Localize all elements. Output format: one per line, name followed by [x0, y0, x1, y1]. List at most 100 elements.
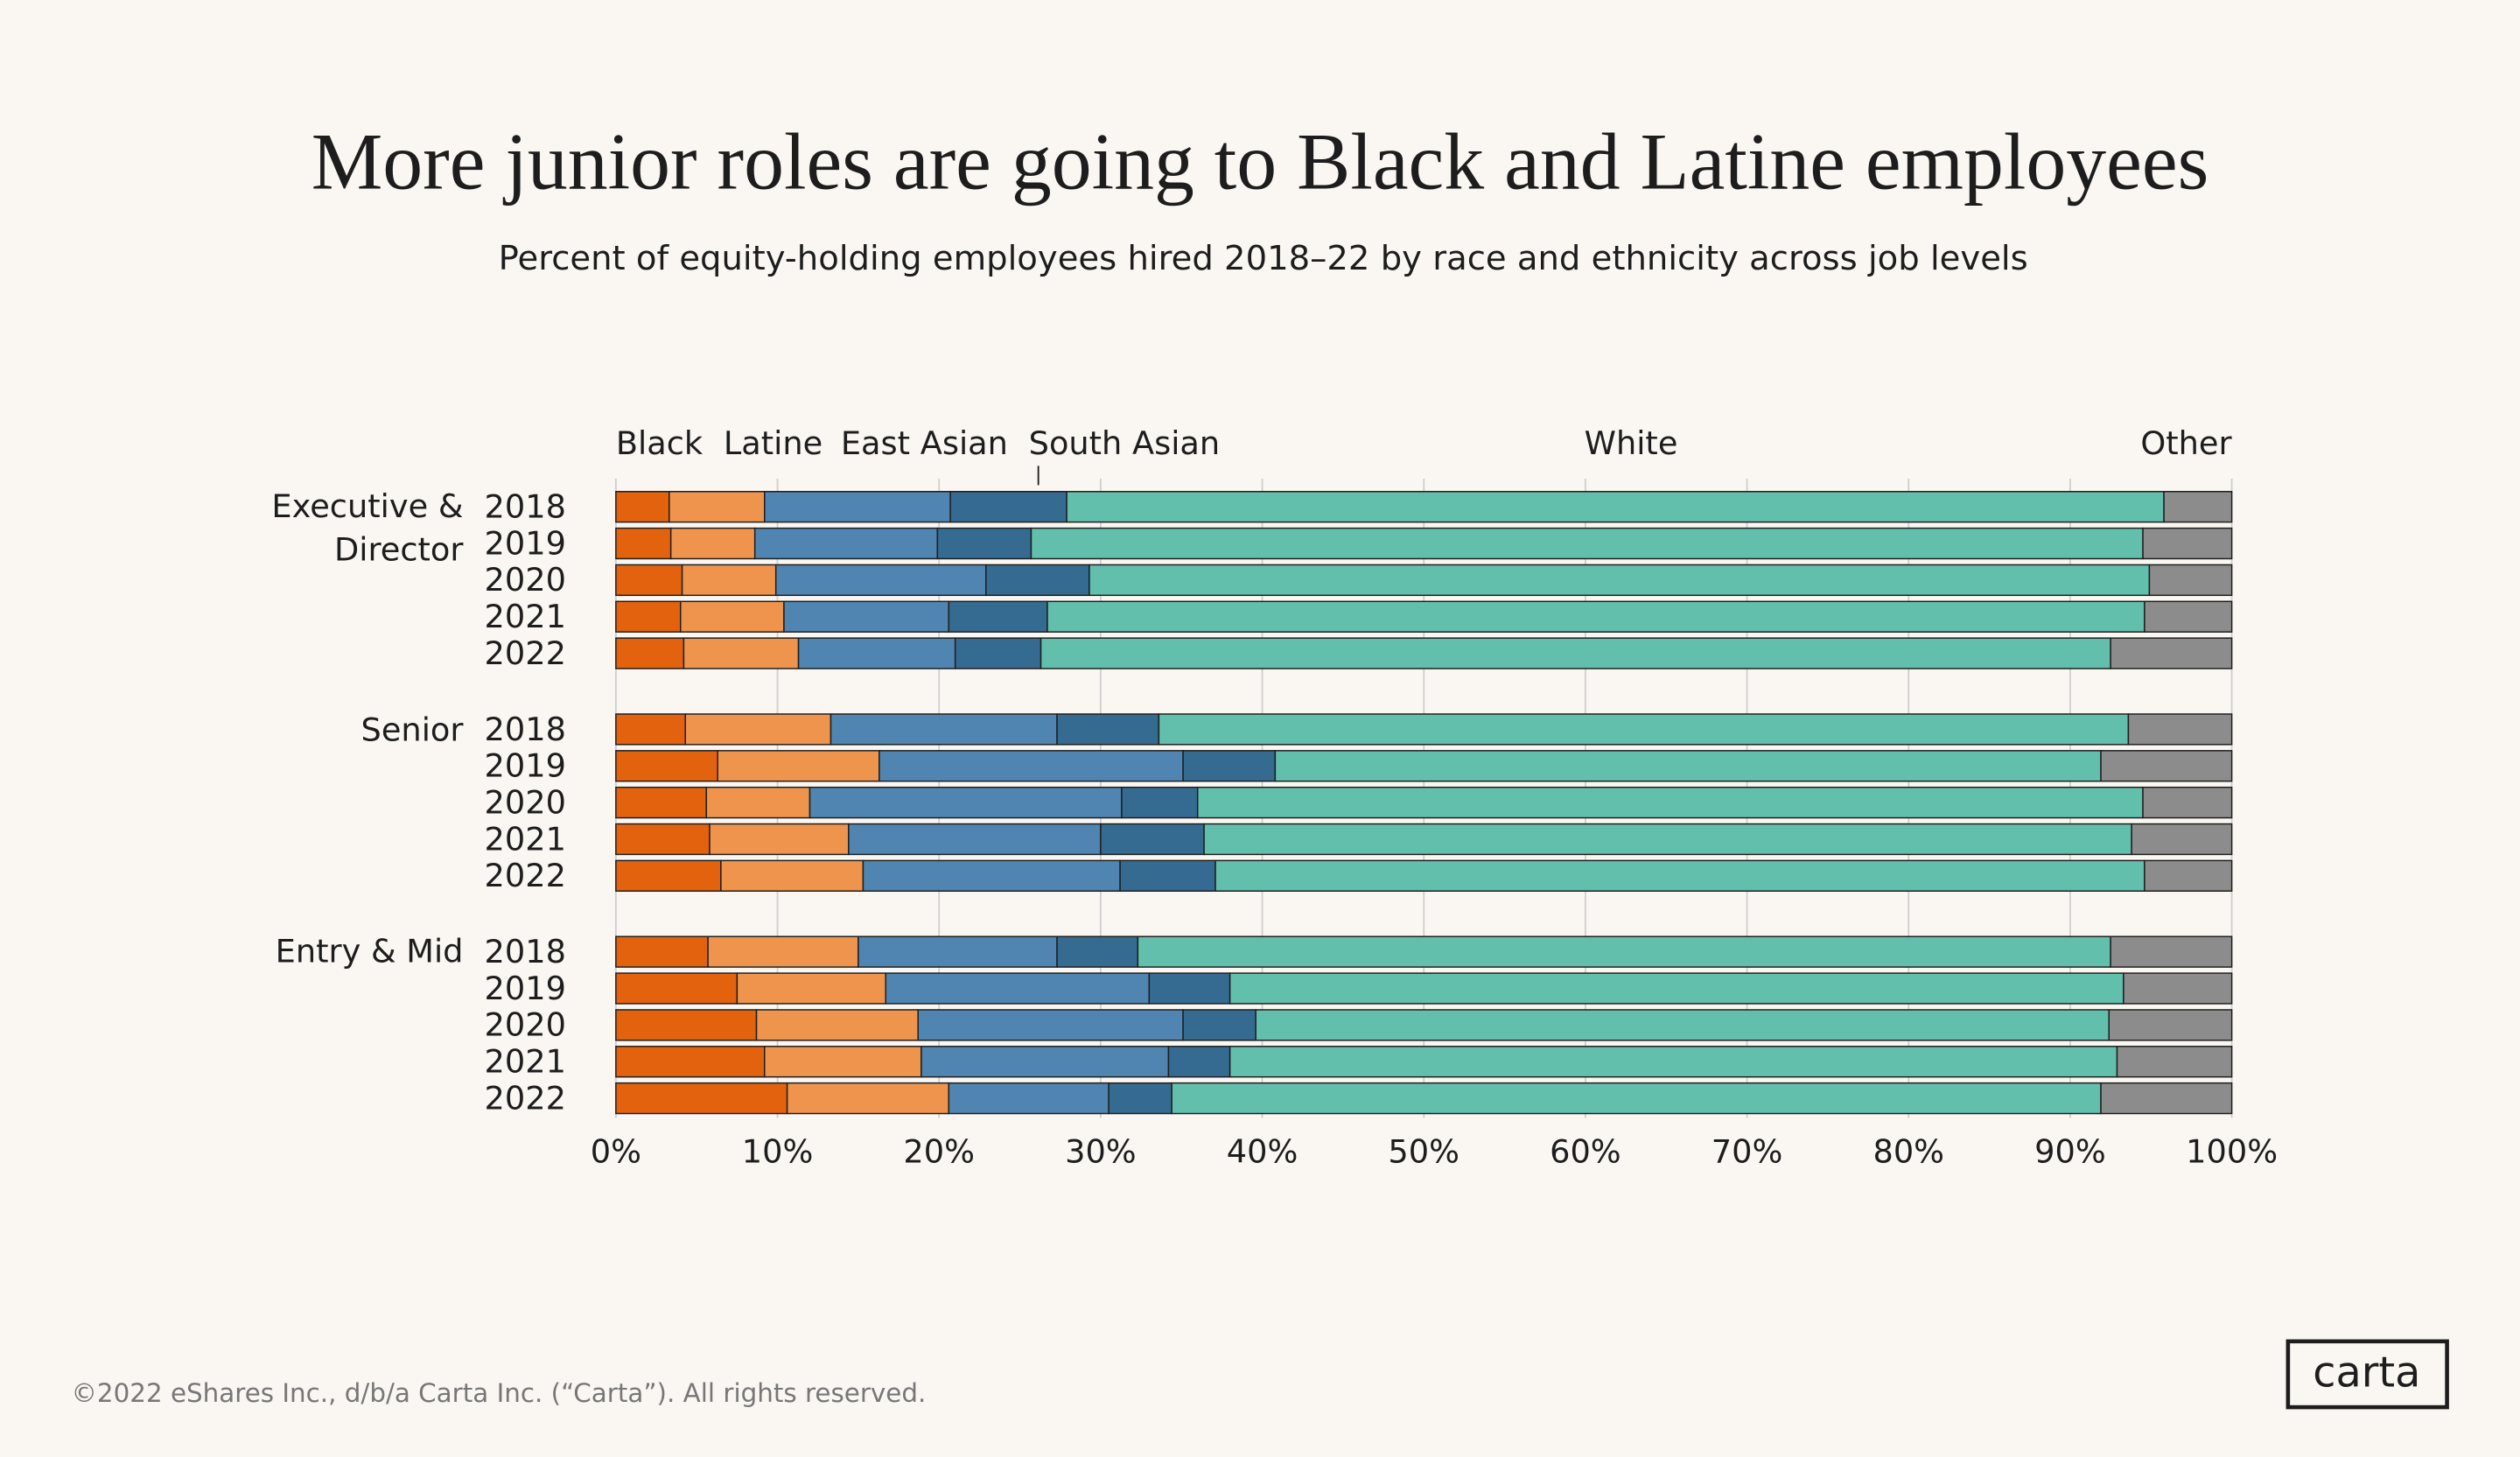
- bar-segment: [2100, 1082, 2233, 1115]
- bar-segment: [1056, 713, 1160, 746]
- y-tick-label: 2022: [485, 634, 566, 672]
- bar-segment: [668, 490, 766, 523]
- bar-segment: [615, 713, 687, 746]
- x-tick-label: 70%: [1712, 1133, 1783, 1171]
- bar-segment: [948, 1082, 1110, 1115]
- legend-label: Latine: [724, 424, 822, 462]
- bar-segment: [615, 637, 685, 669]
- bar-segment: [615, 490, 670, 523]
- bar-segment: [797, 637, 956, 669]
- bar-segment: [830, 713, 1058, 746]
- x-tick-label: 50%: [1388, 1133, 1460, 1171]
- bar-segment: [615, 564, 683, 597]
- legend-label: White: [1585, 424, 1678, 462]
- bar-segment: [2110, 935, 2233, 968]
- bar-segment: [1274, 750, 2102, 782]
- bar-segment: [753, 527, 939, 560]
- bar-segment: [720, 859, 864, 893]
- bar-segment: [1148, 972, 1231, 1005]
- bar-segment: [2144, 600, 2233, 633]
- bar-segment: [682, 637, 800, 669]
- bar-segment: [985, 564, 1090, 597]
- chart-subtitle: Percent of equity-holding employees hire…: [499, 239, 2028, 278]
- bar-segment: [681, 564, 777, 597]
- bar-segment: [1088, 564, 2151, 597]
- bar-segment: [615, 859, 722, 893]
- y-tick-label: 2021: [485, 598, 566, 635]
- bar-segment: [1255, 1009, 2110, 1041]
- bar-segment: [669, 527, 756, 560]
- bar-segment: [707, 935, 859, 968]
- bar-segment: [2142, 786, 2233, 819]
- x-tick-label: 10%: [742, 1133, 814, 1171]
- bar-segment: [1066, 490, 2165, 523]
- group-label: Executive & Director: [271, 487, 464, 569]
- bar-segment: [1040, 637, 2111, 669]
- bar-segment: [1108, 1082, 1172, 1115]
- group-label: Senior: [360, 709, 464, 748]
- group-label: Entry & Mid: [275, 931, 464, 970]
- bar-segment: [615, 527, 672, 560]
- bar-segment: [786, 1082, 950, 1115]
- bar-segment: [2116, 1046, 2233, 1078]
- bar-segment: [2127, 713, 2233, 746]
- bar-segment: [2142, 527, 2233, 560]
- legend-label: East Asian: [841, 424, 1008, 462]
- bar-segment: [615, 786, 708, 819]
- footer: ©2022 eShares Inc., d/b/a Carta Inc. (“C…: [72, 1378, 927, 1408]
- bar-segment: [684, 713, 832, 746]
- bar-segment: [2123, 972, 2233, 1005]
- bar-segment: [878, 750, 1184, 782]
- bar-segment: [1121, 786, 1199, 819]
- x-tick-label: 40%: [1227, 1133, 1298, 1171]
- bar-segment: [948, 600, 1048, 633]
- bar-segment: [848, 823, 1102, 856]
- bar-segment: [615, 600, 682, 633]
- bar-segment: [2110, 637, 2233, 669]
- bar-segment: [858, 935, 1058, 968]
- y-tick-label: 2018: [485, 933, 566, 970]
- bar-segment: [1182, 750, 1277, 782]
- bar-segment: [808, 786, 1123, 819]
- bar-segment: [1100, 823, 1205, 856]
- x-tick-label: 80%: [1872, 1133, 1944, 1171]
- y-tick-label: 2021: [485, 1043, 566, 1081]
- bar-segment: [774, 564, 987, 597]
- bar-segment: [615, 823, 710, 856]
- bar-segment: [1196, 786, 2144, 819]
- y-tick-label: 2022: [485, 1079, 566, 1117]
- x-tick-label: 0%: [591, 1133, 641, 1171]
- bar-segment: [615, 1009, 758, 1041]
- bar-segment: [1056, 935, 1139, 968]
- bar-segment: [1119, 859, 1216, 893]
- bar-segment: [2163, 490, 2233, 523]
- bar-segment: [615, 1046, 766, 1078]
- group-label-box: Senior: [360, 709, 464, 748]
- legend-label: Other: [2140, 424, 2232, 462]
- bar-segment: [862, 859, 1121, 893]
- y-tick-label: 2018: [485, 488, 566, 526]
- bar-segment: [1214, 859, 2146, 893]
- logo: carta: [2313, 1348, 2420, 1397]
- legend-label: Black: [616, 424, 704, 462]
- bar-segment: [2100, 750, 2233, 782]
- bar-segment: [1171, 1082, 2102, 1115]
- y-tick-label: 2020: [485, 783, 566, 821]
- legend-label: South Asian: [1029, 424, 1221, 462]
- bar-segment: [1167, 1046, 1231, 1078]
- bar-segment: [615, 750, 718, 782]
- y-tick-label: 2019: [485, 747, 566, 785]
- bar-segment: [615, 1082, 788, 1115]
- y-tick-label: 2019: [485, 970, 566, 1007]
- group-label-box: Executive & Director: [271, 487, 464, 569]
- bar-segment: [885, 972, 1151, 1005]
- bar-segment: [2131, 823, 2233, 856]
- bar-segment: [783, 600, 950, 633]
- x-tick-label: 90%: [2034, 1133, 2106, 1171]
- x-tick-label: 20%: [903, 1133, 975, 1171]
- y-tick-label: 2022: [485, 857, 566, 894]
- bar-segment: [954, 637, 1042, 669]
- bar-segment: [936, 527, 1032, 560]
- x-tick-label: 30%: [1065, 1133, 1137, 1171]
